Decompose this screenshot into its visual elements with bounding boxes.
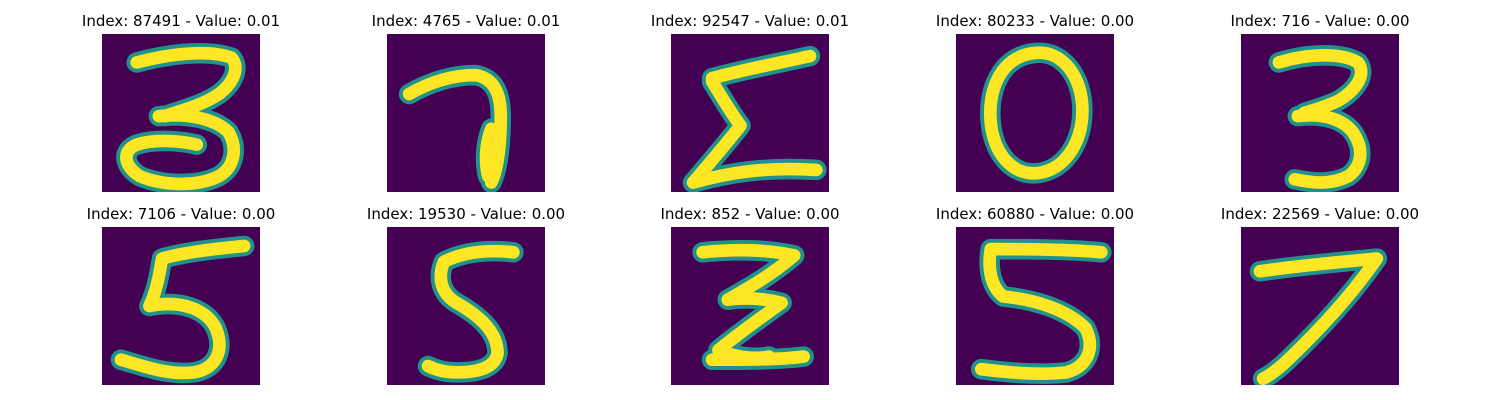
panel-title: Index: 92547 - Value: 0.01 <box>650 12 850 30</box>
digit-glyph <box>110 235 255 384</box>
panel-title: Index: 60880 - Value: 0.00 <box>935 205 1135 223</box>
digit-image <box>102 227 260 385</box>
panel-title: Index: 716 - Value: 0.00 <box>1230 12 1410 30</box>
stroke-core <box>402 68 508 189</box>
stroke-core <box>705 49 817 85</box>
stroke-core <box>1253 252 1384 385</box>
digit-glyph <box>116 42 246 192</box>
digit-image <box>671 34 829 192</box>
digit-image <box>671 227 829 385</box>
digit-image <box>387 227 545 385</box>
digit-image <box>1241 34 1399 192</box>
stroke-core <box>114 239 251 380</box>
stroke-core <box>983 46 1089 180</box>
digit-image <box>102 34 260 192</box>
stroke-core <box>130 46 242 123</box>
digit-glyph <box>417 240 524 383</box>
panel-title: Index: 19530 - Value: 0.00 <box>366 205 566 223</box>
panel-title: Index: 852 - Value: 0.00 <box>660 205 840 223</box>
stroke-core <box>120 109 241 191</box>
digit-glyph <box>398 64 512 192</box>
digit-glyph <box>1268 45 1372 192</box>
digit-glyph <box>692 239 814 370</box>
digit-image <box>956 227 1114 385</box>
digit-image <box>956 34 1114 192</box>
panel-title: Index: 80233 - Value: 0.00 <box>935 12 1135 30</box>
stroke-core <box>705 350 811 367</box>
panel-title: Index: 87491 - Value: 0.01 <box>81 12 281 30</box>
stroke-core <box>1272 49 1368 120</box>
panel-title: Index: 22569 - Value: 0.00 <box>1220 205 1420 223</box>
stroke-core <box>696 243 801 306</box>
panel-title: Index: 4765 - Value: 0.01 <box>371 12 561 30</box>
digit-image <box>387 34 545 192</box>
digit-image <box>1241 227 1399 385</box>
stroke-core <box>421 244 520 379</box>
stroke-core <box>479 122 498 183</box>
stroke-core <box>974 242 1108 380</box>
digit-glyph <box>971 238 1112 384</box>
stroke-core <box>686 162 823 189</box>
stroke-core <box>1288 109 1367 189</box>
stroke-core <box>686 75 747 189</box>
digit-glyph <box>980 42 1093 184</box>
digit-glyph <box>1249 248 1388 385</box>
panel-title: Index: 7106 - Value: 0.00 <box>86 205 276 223</box>
digit-glyph <box>682 45 827 192</box>
